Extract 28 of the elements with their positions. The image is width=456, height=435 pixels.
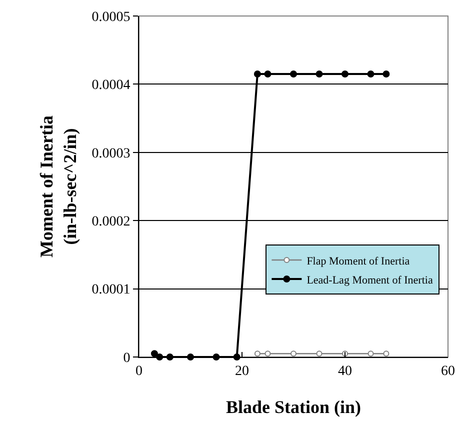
point <box>254 70 261 78</box>
point <box>290 70 297 78</box>
y-tick-label: 0.0004 <box>92 78 130 94</box>
x-tick-label: 40 <box>338 364 352 379</box>
x-axis-title: Blade Station (in) <box>226 396 362 417</box>
point <box>254 350 260 357</box>
point <box>264 350 271 357</box>
x-tick-label: 0 <box>136 364 142 379</box>
point <box>368 350 374 357</box>
y-axis-title: Moment of Inertia (in-lb-sec^2/in) <box>36 116 80 258</box>
x-tick-label: 60 <box>441 364 455 379</box>
legend-label: Flap Moment of Inertia <box>306 255 410 268</box>
y-tick-label: 0 <box>123 350 130 366</box>
point <box>264 70 272 78</box>
y-tick-label: 0.0005 <box>92 10 130 25</box>
y-tick-label: 0.0002 <box>92 214 130 230</box>
legend-label: Lead-Lag Moment of Inertia <box>306 274 433 286</box>
point <box>316 350 322 357</box>
point <box>290 350 296 357</box>
y-tick-label: 0.0003 <box>92 146 130 162</box>
x-tick-label: 20 <box>235 364 249 379</box>
point <box>383 350 390 357</box>
point <box>342 70 348 78</box>
point <box>367 70 374 78</box>
point <box>382 70 390 78</box>
point <box>316 70 323 78</box>
y-tick-label: 0.0001 <box>92 282 130 298</box>
point <box>150 350 158 358</box>
